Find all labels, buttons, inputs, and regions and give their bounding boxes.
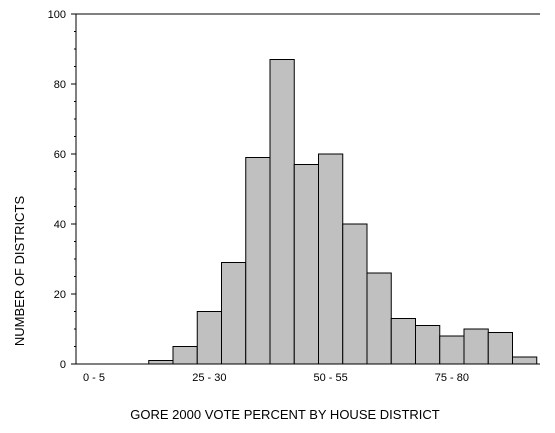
y-tick-label: 100 <box>48 9 66 21</box>
bar-50-55 <box>318 153 344 365</box>
bar-60-65 <box>366 272 392 365</box>
bar-15-20 <box>148 360 174 365</box>
bar-25-30 <box>196 311 222 365</box>
bar-40-45 <box>269 59 295 365</box>
x-tick-label: 75 - 80 <box>435 372 469 384</box>
y-tick-label: 40 <box>54 219 66 231</box>
bar-35-40 <box>245 157 271 365</box>
x-axis-title: GORE 2000 VOTE PERCENT BY HOUSE DISTRICT <box>130 407 439 422</box>
bar-75-80 <box>439 335 465 365</box>
bar-55-60 <box>342 223 368 365</box>
x-tick-label: 0 - 5 <box>83 372 105 384</box>
bar-90-95 <box>512 356 538 365</box>
bar-80-85 <box>463 328 489 365</box>
y-tick-label: 20 <box>54 289 66 301</box>
x-tick-label: 25 - 30 <box>192 372 226 384</box>
bar-65-70 <box>390 318 416 365</box>
ticks-layer: 0 20 40 60 80 100 0 - 5 25 - 30 50 - 55 75 - 80 <box>48 9 469 384</box>
y-axis-title: NUMBER OF DISTRICTS <box>12 196 27 347</box>
bar-45-50 <box>293 164 319 365</box>
x-tick-label: 50 - 55 <box>314 372 348 384</box>
bars-layer <box>148 59 538 365</box>
bar-30-35 <box>221 262 247 365</box>
y-tick-label: 80 <box>54 79 66 91</box>
bar-70-75 <box>415 325 441 365</box>
bar-20-25 <box>172 346 198 365</box>
y-tick-label: 0 <box>60 359 66 371</box>
y-tick-label: 60 <box>54 149 66 161</box>
bar-85-90 <box>487 332 513 365</box>
